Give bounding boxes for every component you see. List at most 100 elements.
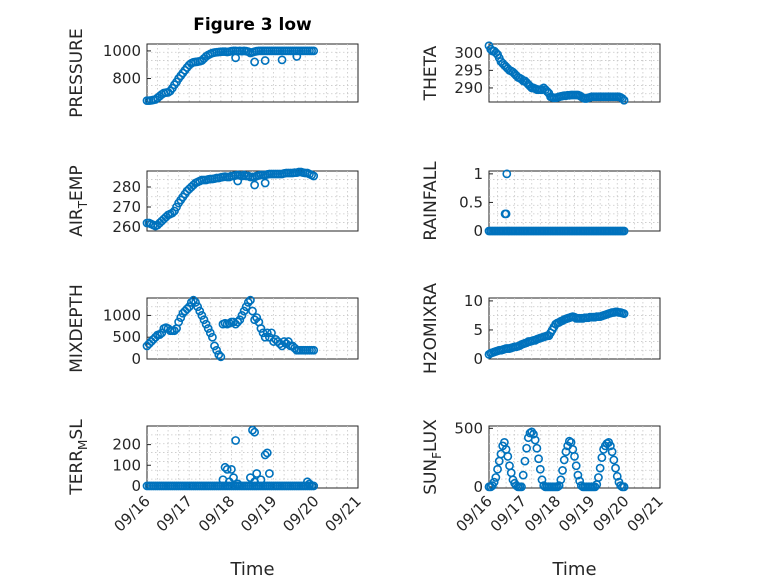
y-tick-label: 1000 bbox=[103, 42, 141, 60]
data-series-terr-msl bbox=[142, 425, 319, 491]
data-point bbox=[558, 466, 567, 475]
y-axis-label: PRESSURE bbox=[67, 28, 87, 117]
data-point bbox=[241, 302, 251, 312]
data-point bbox=[186, 297, 196, 307]
data-point bbox=[279, 337, 289, 346]
y-tick-label: 300 bbox=[454, 44, 483, 62]
data-point bbox=[224, 477, 234, 487]
subplot-sun-flux: 0 500 SUNFLUX 09/1609/1709/1809/1909/2009/2… bbox=[421, 419, 667, 580]
subplot-h2omixra: 0 5 10 H2OMIXRA bbox=[421, 283, 661, 374]
x-tick-label: 09/19 bbox=[555, 492, 598, 535]
data-point bbox=[262, 448, 272, 458]
data-point bbox=[252, 313, 262, 323]
data-point bbox=[226, 464, 236, 474]
data-point bbox=[260, 56, 270, 65]
data-point bbox=[537, 475, 547, 485]
data-point bbox=[537, 85, 547, 95]
data-series-pressure bbox=[142, 46, 319, 106]
data-point bbox=[309, 481, 319, 491]
chart-title: Figure 3 low bbox=[193, 15, 312, 35]
data-point bbox=[595, 463, 605, 473]
data-point bbox=[193, 302, 203, 312]
x-tick-label: 09/21 bbox=[624, 492, 667, 535]
data-point bbox=[491, 473, 501, 482]
data-point bbox=[167, 208, 177, 218]
data-point bbox=[233, 479, 243, 489]
data-point bbox=[570, 452, 579, 461]
y-axis-label-main: RAINFALL bbox=[421, 161, 441, 241]
data-point bbox=[573, 470, 583, 480]
data-point bbox=[534, 454, 543, 464]
data-point bbox=[305, 479, 314, 489]
data-series-rainfall bbox=[484, 169, 629, 236]
data-point bbox=[250, 180, 260, 190]
data-point bbox=[174, 317, 184, 327]
data-point bbox=[237, 311, 247, 320]
x-tick-label: 09/16 bbox=[111, 492, 154, 535]
data-point bbox=[530, 435, 540, 445]
subplot-air-temp: 260 270 280 AIRTEMP bbox=[67, 165, 359, 237]
data-point bbox=[292, 52, 302, 61]
data-point bbox=[222, 464, 232, 474]
data-point bbox=[501, 209, 511, 219]
y-tick-label: 295 bbox=[454, 61, 483, 79]
y-axis-label-tail: LUX bbox=[421, 419, 441, 452]
data-point bbox=[503, 452, 513, 461]
data-point bbox=[239, 306, 249, 316]
y-axis-label-tail: SL bbox=[67, 419, 87, 440]
y-tick-label: 0 bbox=[473, 222, 483, 240]
x-axis-label: Time bbox=[551, 559, 596, 580]
subplot-pressure: 800 1000 PRESSURE Figure 3 low bbox=[67, 15, 359, 118]
data-point bbox=[520, 456, 530, 466]
y-axis-label-subscript: F bbox=[430, 452, 444, 459]
y-tick-label: 200 bbox=[112, 436, 141, 454]
data-point bbox=[199, 315, 209, 325]
y-tick-label: 1000 bbox=[103, 306, 141, 324]
x-axis-label: Time bbox=[229, 559, 274, 580]
y-axis-label: RAINFALL bbox=[421, 161, 441, 241]
data-point bbox=[302, 477, 312, 487]
axes-frame bbox=[146, 425, 359, 489]
x-tick-label: 09/18 bbox=[195, 492, 238, 535]
data-point bbox=[529, 429, 538, 439]
data-point bbox=[235, 315, 245, 325]
data-point bbox=[554, 481, 564, 491]
data-point bbox=[264, 469, 274, 478]
y-axis-label: AIRTEMP bbox=[67, 165, 90, 236]
y-tick-label: 800 bbox=[112, 70, 141, 88]
data-point bbox=[250, 315, 260, 325]
x-tick-label: 09/17 bbox=[487, 492, 530, 535]
y-axis-label-tail: EMP bbox=[67, 165, 87, 201]
data-point bbox=[231, 436, 241, 445]
data-point bbox=[309, 46, 319, 56]
y-axis-label-main: AIR bbox=[67, 208, 87, 237]
y-tick-label: 260 bbox=[112, 218, 141, 236]
y-axis-label-main: THETA bbox=[421, 45, 441, 101]
y-axis-label: H2OMIXRA bbox=[421, 283, 441, 374]
data-point bbox=[277, 55, 287, 65]
data-point bbox=[258, 328, 268, 338]
data-point bbox=[309, 345, 319, 355]
data-point bbox=[256, 324, 266, 333]
data-point bbox=[256, 475, 266, 485]
data-point bbox=[262, 328, 272, 338]
data-point bbox=[157, 328, 167, 338]
data-point bbox=[489, 477, 499, 487]
data-point bbox=[250, 57, 260, 67]
data-point bbox=[619, 309, 629, 319]
data-point bbox=[493, 464, 502, 474]
data-point bbox=[201, 319, 211, 329]
data-point bbox=[248, 425, 257, 435]
y-axis-label-main: SUN bbox=[421, 459, 441, 495]
y-tick-label: 0 bbox=[131, 350, 141, 368]
y-axis-label-main: MIXDEPTH bbox=[67, 284, 87, 373]
data-point bbox=[609, 455, 619, 465]
data-point bbox=[606, 441, 615, 451]
data-point bbox=[208, 332, 217, 342]
data-point bbox=[182, 304, 192, 314]
y-tick-label: 0 bbox=[473, 478, 483, 496]
data-point bbox=[195, 306, 205, 316]
data-series-mixdepth bbox=[142, 295, 319, 362]
x-tick-label: 09/18 bbox=[521, 492, 564, 535]
